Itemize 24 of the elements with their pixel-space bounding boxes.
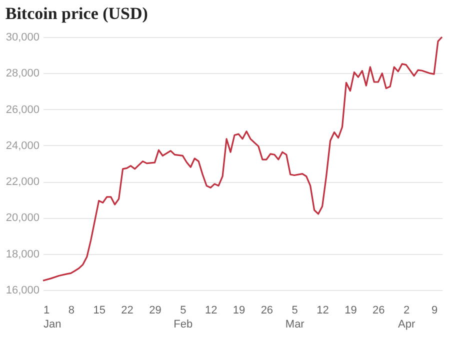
x-tick-label: 26 <box>260 304 274 316</box>
x-tick-label: 9 <box>431 304 438 316</box>
y-tick-label: 30,000 <box>6 32 40 44</box>
y-tick-label: 22,000 <box>6 176 40 188</box>
x-tick-label: 29 <box>149 304 162 316</box>
x-tick-label: 15 <box>93 304 106 316</box>
y-tick-label: 26,000 <box>6 104 40 116</box>
y-tick-label: 20,000 <box>6 212 40 224</box>
x-tick-label: 22 <box>121 304 134 316</box>
x-tick-label: 1 Jan <box>44 304 62 330</box>
y-tick-label: 24,000 <box>6 140 40 152</box>
x-tick-label: 19 <box>344 304 357 316</box>
chart-title: Bitcoin price (USD) <box>5 4 148 23</box>
x-tick-label: 12 <box>316 304 329 316</box>
y-tick-label: 28,000 <box>6 68 40 80</box>
y-tick-label: 16,000 <box>6 284 40 296</box>
x-tick-label: 12 <box>204 304 218 316</box>
x-tick-label: 2 Apr <box>398 304 416 330</box>
x-tick-label: 19 <box>232 304 246 316</box>
x-tick-label: 5 Feb <box>174 304 193 330</box>
y-tick-label: 18,000 <box>6 248 40 260</box>
x-tick-label: 26 <box>372 304 385 316</box>
x-tick-label: 8 <box>68 304 74 316</box>
x-tick-label: 5 Mar <box>285 304 305 330</box>
